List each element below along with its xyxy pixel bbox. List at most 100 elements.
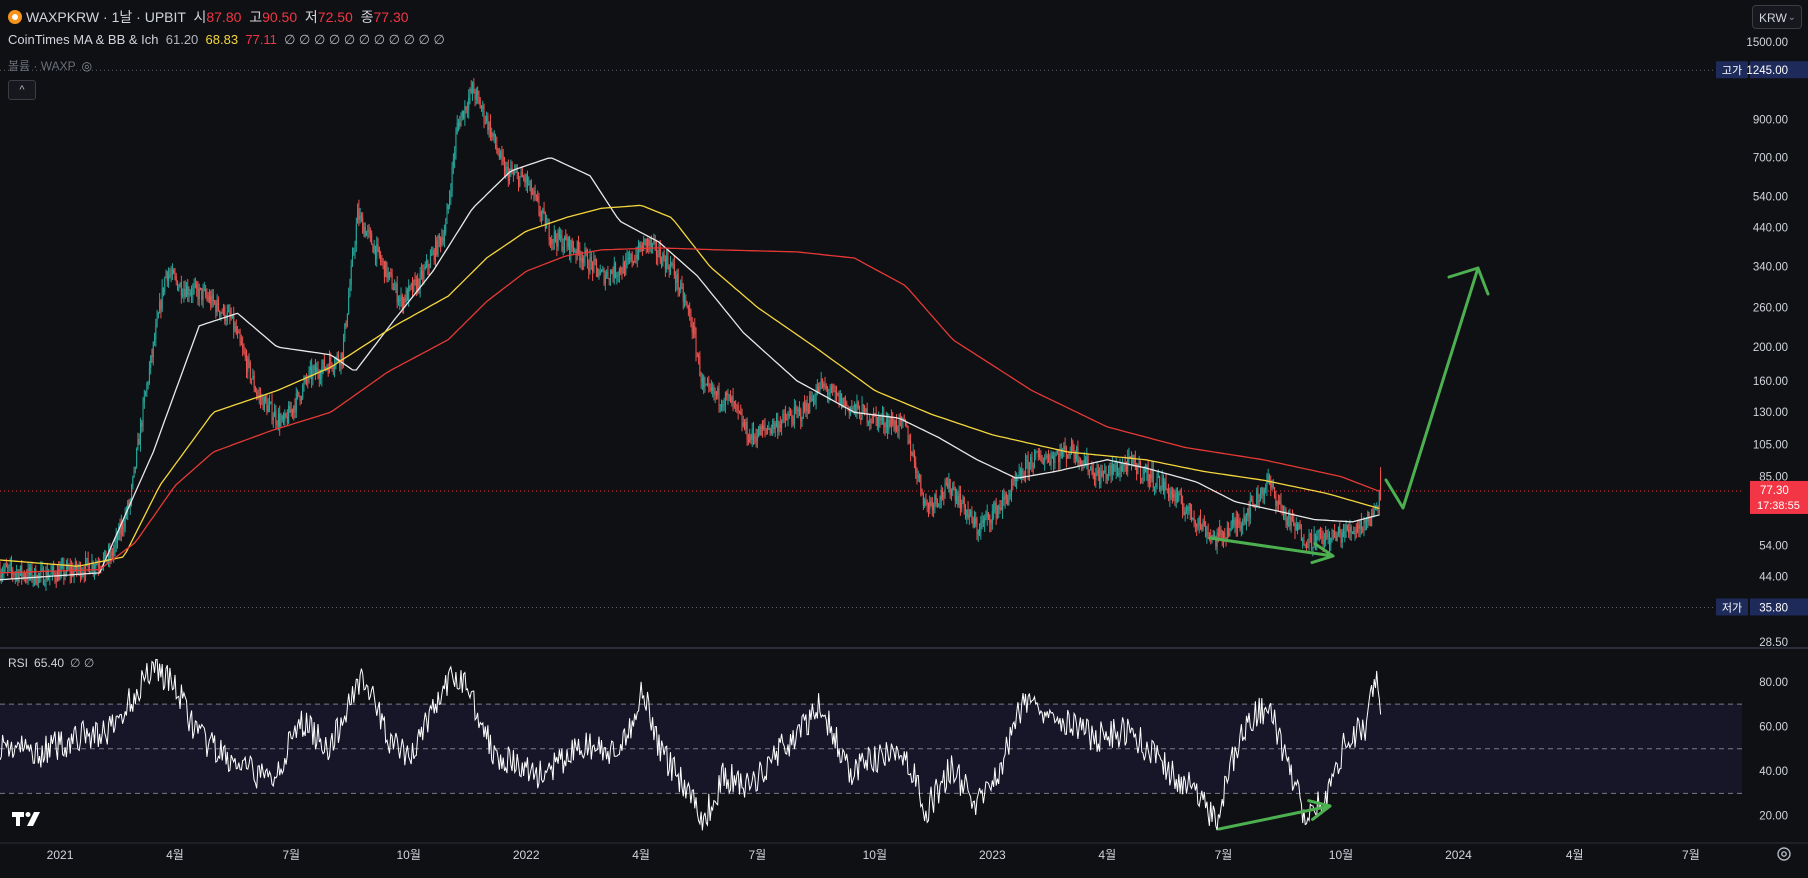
candle-body [805,402,807,411]
candle-body [867,422,869,424]
candle-body [460,116,462,127]
candle-body [957,496,959,506]
candle-body [893,424,895,431]
candle-body [763,425,765,430]
candle-body [778,424,780,432]
candle-body [624,262,626,275]
gear-icon[interactable] [1776,846,1792,862]
candle-body [1063,446,1065,452]
candle-body [1105,470,1107,480]
candle-body [830,386,832,393]
candle-body [240,340,242,346]
price-tick-label: 900.00 [1753,114,1788,126]
candle-body [28,568,30,575]
candle-body [1179,493,1181,495]
candle-body [355,223,357,245]
rsi-name[interactable]: RSI [8,656,29,670]
candle-body [1058,453,1060,463]
candle-body [437,235,439,255]
candle-body [143,396,145,403]
candle-body [1165,481,1167,489]
candle-body [884,426,886,428]
candle-body [727,395,729,397]
candle-body [1229,530,1231,537]
candle-body [405,289,407,303]
candle-body [653,241,655,244]
candle-body [420,270,422,273]
currency-selector[interactable]: KRW ⌄ [1752,5,1802,29]
candle-body [1312,547,1314,549]
candle-body [3,569,5,574]
candle-body [620,268,622,273]
candle-body [1007,498,1009,504]
candle-body [497,149,499,155]
candle-body [779,424,781,428]
candle-body [678,289,680,291]
candle-body [904,421,906,426]
tradingview-logo-icon[interactable] [10,808,44,828]
candle-body [442,237,444,242]
candle-body [977,530,979,535]
eye-hidden-icon[interactable]: ◎ [81,59,93,73]
candle-body [378,247,380,256]
candle-body [252,376,254,379]
candle-body [1359,520,1361,529]
symbol-name[interactable]: WAXPKRW [26,9,100,25]
candle-body [1339,526,1341,534]
candle-body [538,199,540,212]
exchange-label: UPBIT [144,9,186,25]
rsi-tick-label: 40.00 [1759,766,1788,778]
volume-legend[interactable]: 볼륨 · WAXP ◎ [8,57,92,74]
candle-body [1003,496,1005,500]
candle-body [197,288,199,300]
indicator-name[interactable]: CoinTimes MA & BB & Ich [8,32,159,47]
candle-body [496,145,498,150]
candle-body [67,564,69,570]
collapse-legend-button[interactable]: ^ [8,80,36,100]
candle-body [856,402,858,412]
candle-body [151,355,153,357]
candle-body [1049,461,1051,465]
candle-body [132,476,134,487]
candle-body [768,428,770,430]
candle-body [257,394,259,396]
candle-body [1004,494,1006,500]
candle-body [738,410,740,413]
candle-body [581,258,583,263]
candle-body [155,325,157,340]
candle-body [214,301,216,303]
candle-body [569,237,571,255]
candle-body [194,283,196,286]
candle-body [939,500,941,504]
candle-body [838,393,840,404]
candle-body [1348,529,1350,534]
candle-body [249,362,251,380]
candle-body [23,573,25,578]
candle-body [161,287,163,310]
candle-body [852,406,854,409]
candle-body [1297,523,1299,530]
candle-body [754,436,756,438]
candle-body [368,229,370,231]
close-label: 종 [360,9,374,25]
candle-body [1279,501,1281,504]
candle-body [270,402,272,404]
candle-body [829,392,831,394]
candle-body [281,416,283,420]
candle-body [1091,466,1093,469]
indicator-value-1: 61.20 [165,32,199,47]
candle-body [663,254,665,259]
rsi-legend[interactable]: RSI 65.40 ∅ ∅ [8,656,94,670]
candle-body [994,503,996,510]
candle-body [4,564,6,570]
candle-body [461,110,463,117]
candle-body [661,260,663,267]
candle-body [1309,533,1311,535]
candle-body [353,251,355,254]
indicator-legend[interactable]: CoinTimes MA & BB & Ich 61.20 68.83 77.1… [8,32,445,48]
price-tick-label: 440.00 [1753,223,1788,235]
candle-body [1088,470,1090,472]
candle-body [1321,535,1323,537]
